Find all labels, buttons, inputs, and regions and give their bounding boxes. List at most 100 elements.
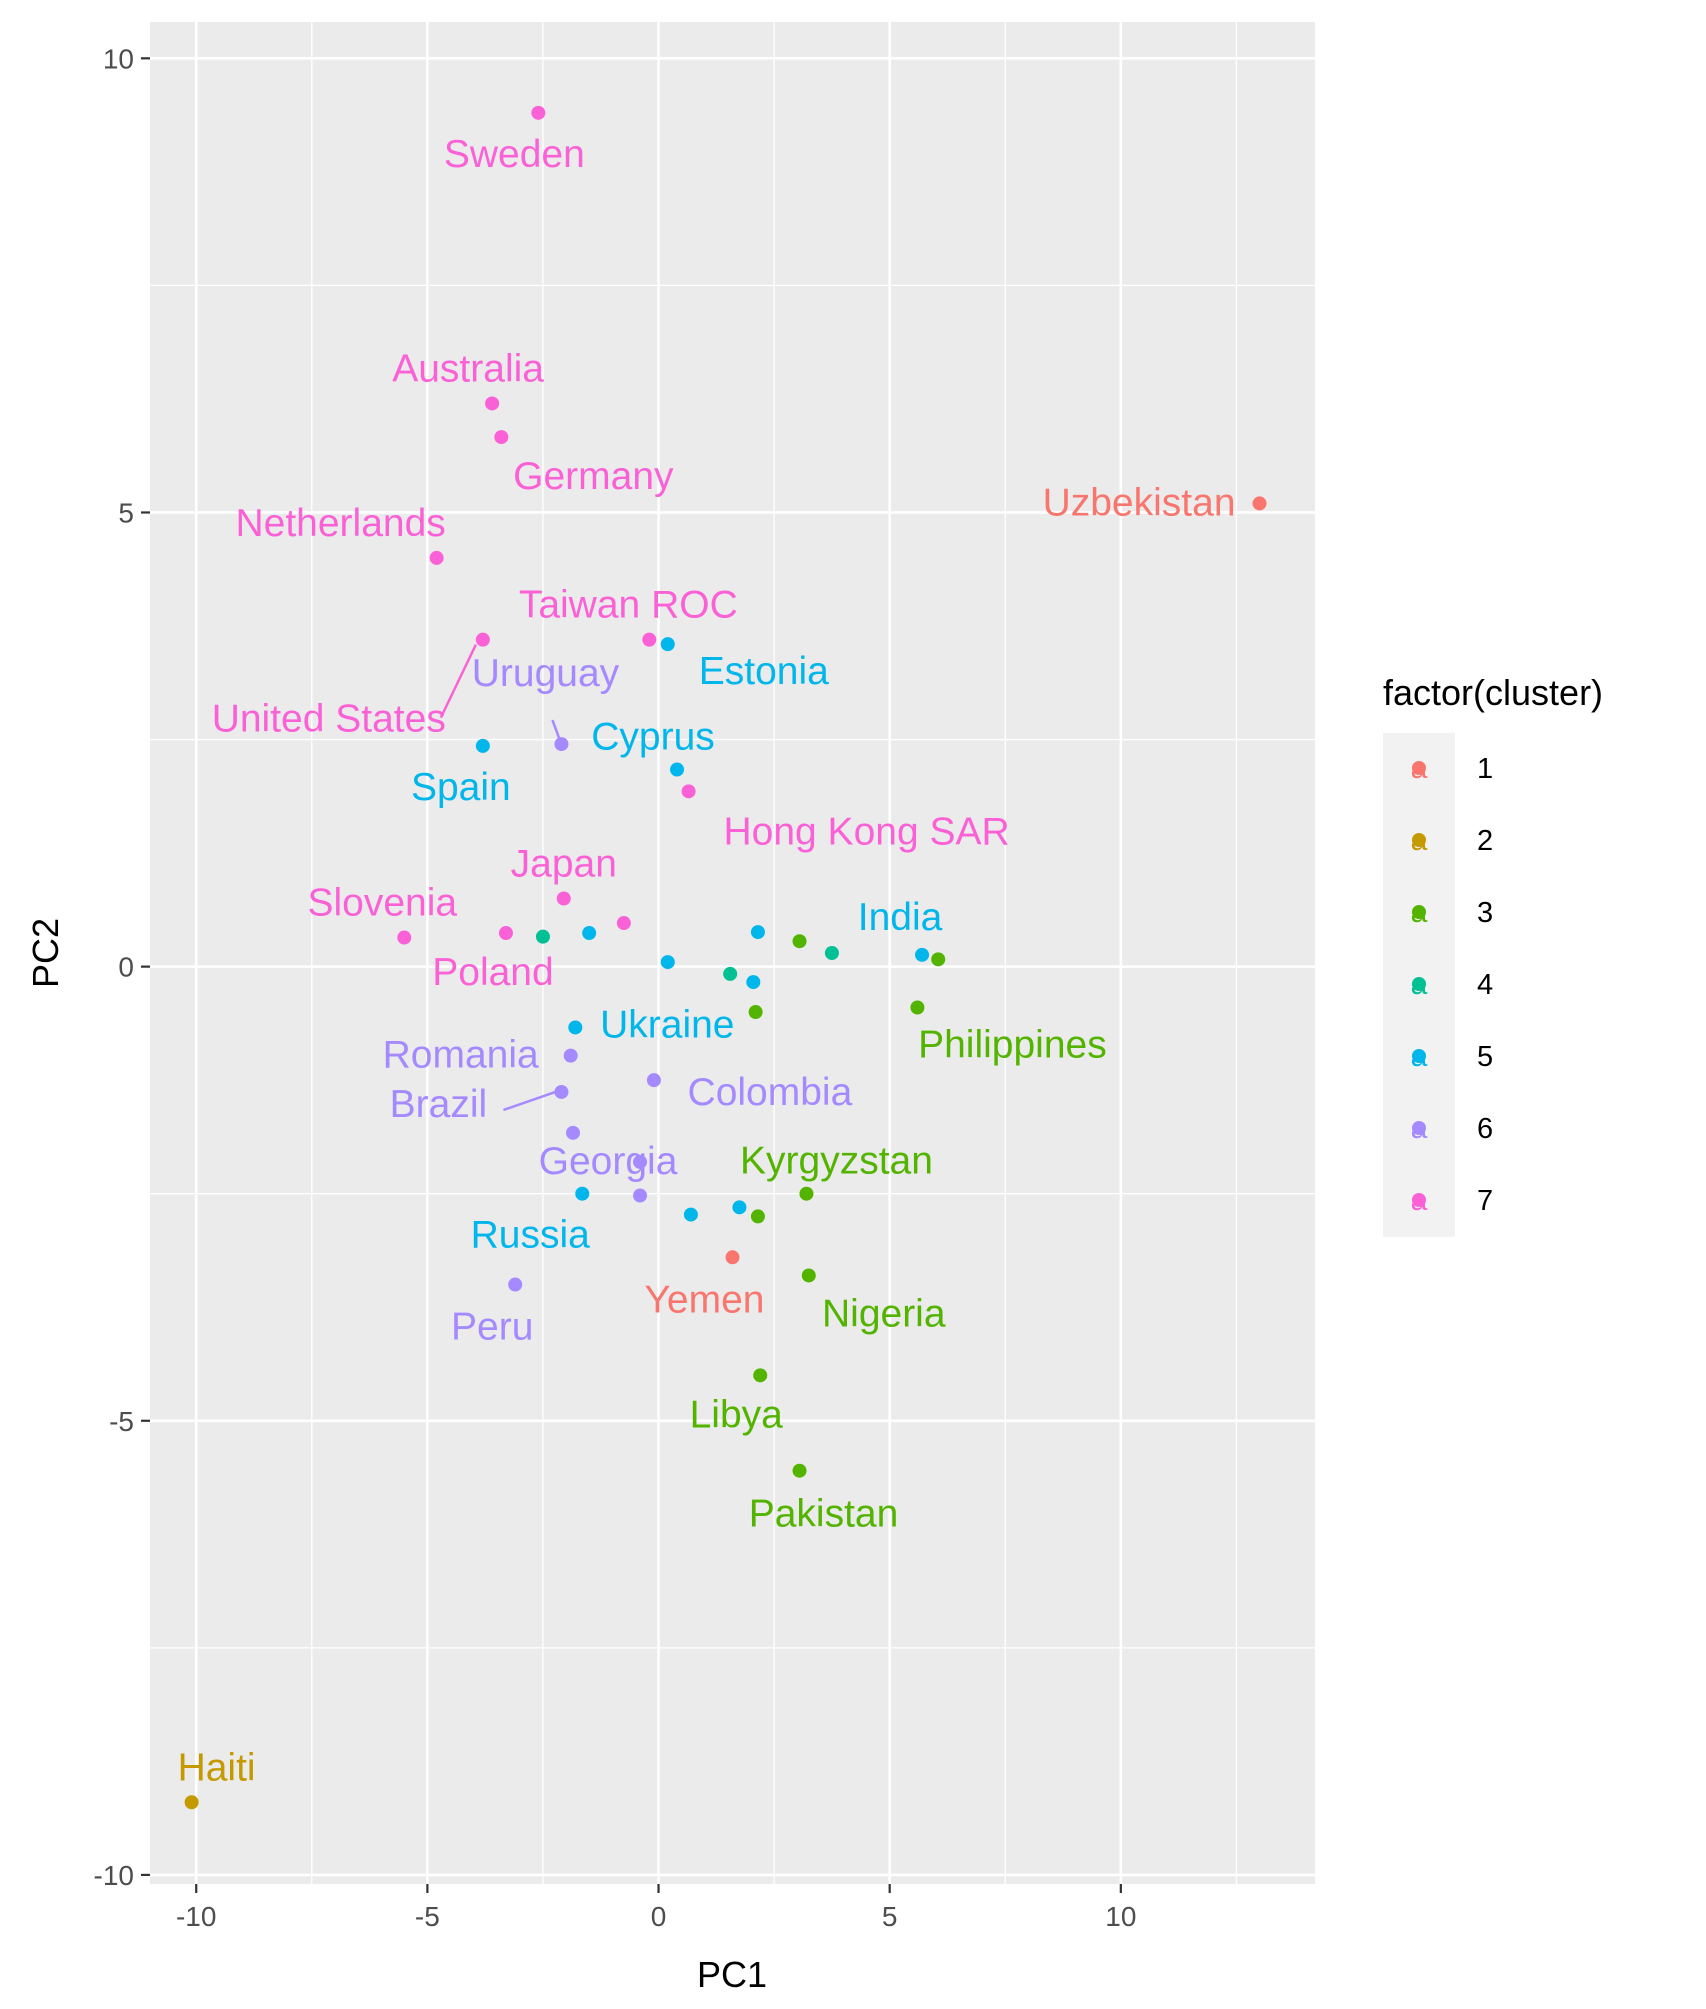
data-point [723,966,738,981]
data-point [535,929,550,944]
data-point [184,1795,199,1810]
legend-label: 1 [1477,753,1493,785]
data-point [508,1277,523,1292]
data-point [556,891,571,906]
point-label: Netherlands [235,502,445,545]
data-point [750,925,765,940]
data-point [633,1188,648,1203]
leader-line [551,719,561,740]
data-point [725,1250,740,1265]
legend-key-letter: a [1411,752,1428,785]
legend-key-point [1412,833,1426,847]
data-point [670,762,685,777]
legend-key-letter: a [1411,1184,1428,1217]
label-leader-lines [439,644,561,1112]
point-label: Hong Kong SAR [723,810,1009,853]
data-point [792,934,807,949]
data-point [633,1154,648,1169]
data-point [554,737,569,752]
point-label: United States [212,698,446,741]
x-axis-title: PC1 [697,1954,767,1995]
data-points [184,105,1267,1810]
point-label: Japan [511,843,617,886]
minor-gridlines [150,22,1315,1884]
point-label: Kyrgyzstan [740,1140,933,1183]
point-label: Brazil [390,1083,488,1126]
y-tick-label: -5 [109,1406,134,1437]
point-label: Cyprus [591,716,715,759]
data-point [732,1200,747,1215]
x-tick-label: -5 [415,1901,440,1932]
legend-label: 7 [1477,1185,1493,1217]
data-point [931,952,946,967]
legend-label: 2 [1477,825,1493,857]
data-point [531,105,546,120]
point-label: Uzbekistan [1043,481,1236,524]
data-point [582,926,597,941]
data-point [498,926,513,941]
legend-label: 6 [1477,1113,1493,1145]
data-point [646,1073,661,1088]
data-point [1252,496,1267,511]
data-point [748,1005,763,1020]
data-point [683,1207,698,1222]
data-point [750,1209,765,1224]
data-point [801,1268,816,1283]
leader-line [439,644,477,719]
legend-key-letter: a [1411,968,1428,1001]
point-label: Colombia [688,1071,853,1114]
point-label: Libya [690,1393,784,1436]
data-point [799,1186,814,1201]
point-label: Yemen [645,1278,765,1321]
legend-label: 4 [1477,969,1493,1001]
x-tick-label: 10 [1105,1901,1136,1932]
y-axis-title: PC2 [25,918,66,988]
y-axis-ticks: -10 -5 0 5 10 [94,43,150,1891]
point-label: Georgia [539,1140,678,1183]
data-point [568,1020,583,1035]
data-point [681,784,696,799]
point-label: Uruguay [472,652,620,695]
point-label: Sweden [444,133,585,176]
data-point [792,1463,807,1478]
point-label: Haiti [178,1746,256,1789]
legend-key-point [1412,1121,1426,1135]
y-tick-label: 0 [118,952,134,983]
data-point [397,930,412,945]
data-point [753,1368,768,1383]
x-tick-label: 5 [882,1901,898,1932]
legend-key-point [1412,905,1426,919]
data-point [660,955,675,970]
y-tick-label: 10 [103,43,134,74]
y-tick-label: -10 [94,1860,134,1891]
point-label: Pakistan [749,1493,899,1536]
legend-key-point [1412,761,1426,775]
point-label: Romania [383,1034,539,1077]
legend-key-letter: a [1411,1112,1428,1145]
legend-key-point [1412,1193,1426,1207]
legend-label: 3 [1477,897,1493,929]
data-point [824,946,839,960]
legend-key-point [1412,1049,1426,1063]
leader-line [503,1090,556,1112]
x-axis-ticks: -10 -5 0 5 10 [176,1884,1136,1932]
legend-key-letter: a [1411,824,1428,857]
panel-background [150,22,1315,1884]
major-gridlines [150,22,1315,1884]
point-labels: Uzbekistan Yemen Haiti Philippines Kyrgyzsta… [178,133,1236,1789]
point-label: Philippines [918,1023,1107,1066]
point-label: Australia [392,347,544,390]
point-label: Ukraine [600,1003,734,1046]
x-tick-label: -10 [176,1901,216,1932]
data-point [660,637,675,652]
legend: factor(cluster) a 1 a 2 a 3 a 4 a 5 a 6 a 7 [1383,672,1603,1237]
y-tick-label: 5 [118,497,134,528]
data-point [485,396,500,411]
point-label: Peru [451,1306,533,1349]
data-point [566,1125,581,1140]
data-point [494,430,509,445]
data-point [616,916,631,931]
data-point [642,632,657,647]
point-label: Estonia [699,650,829,693]
